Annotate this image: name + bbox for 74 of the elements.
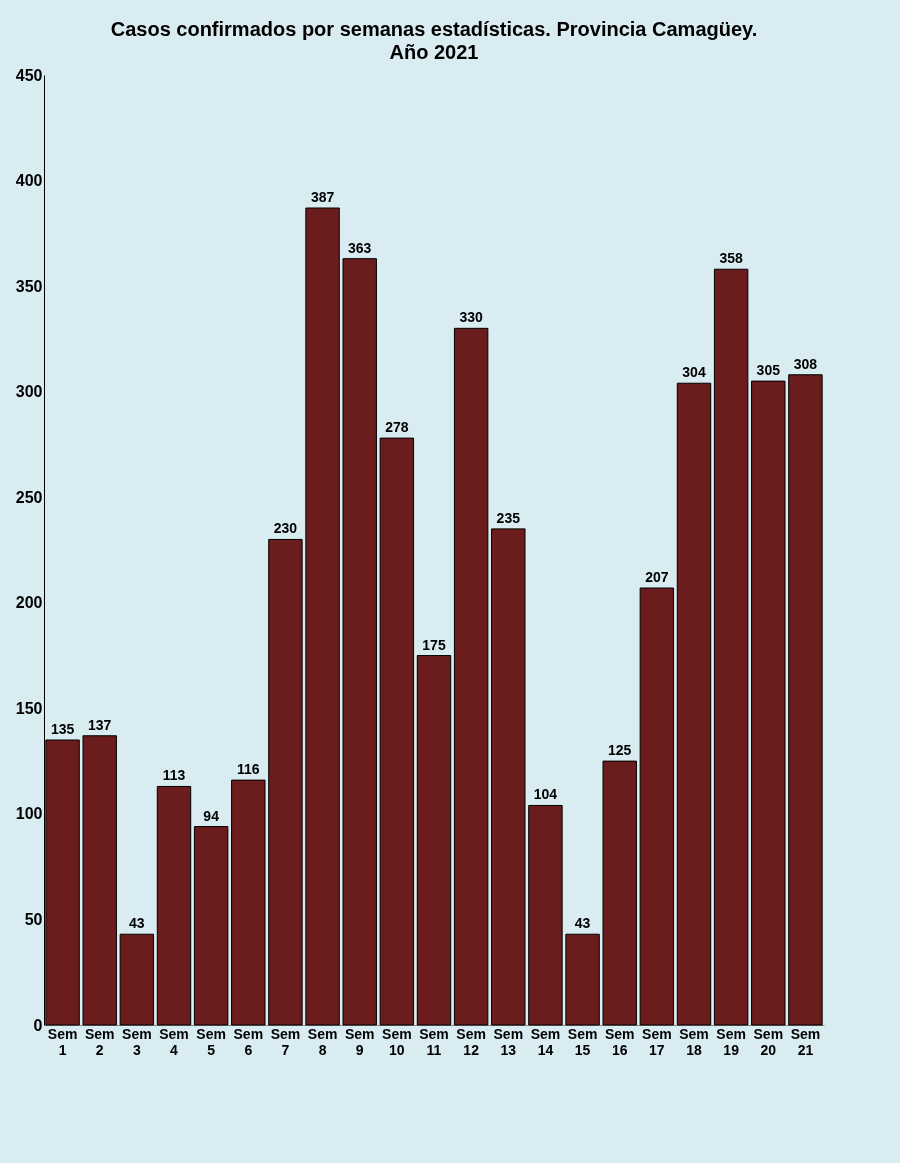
x-tick-label: Sem 15 bbox=[567, 1025, 598, 1058]
data-label: 116 bbox=[236, 761, 260, 778]
y-tick-label: 250 bbox=[15, 488, 43, 506]
y-tick-label: 0 bbox=[33, 1016, 43, 1034]
y-tick-label: 200 bbox=[15, 594, 43, 612]
data-label: 113 bbox=[162, 767, 186, 784]
data-label: 94 bbox=[203, 807, 220, 824]
x-tick-label: Sem 16 bbox=[604, 1025, 635, 1058]
x-tick-label: Sem 8 bbox=[307, 1025, 338, 1058]
y-tick-label: 400 bbox=[15, 172, 43, 190]
bar bbox=[639, 587, 675, 1026]
bar bbox=[416, 655, 452, 1026]
data-label: 230 bbox=[273, 520, 298, 537]
x-tick-label: Sem 11 bbox=[419, 1025, 449, 1058]
data-label: 104 bbox=[533, 786, 558, 803]
bar bbox=[676, 382, 712, 1026]
data-label: 305 bbox=[756, 362, 781, 379]
bar bbox=[231, 779, 266, 1026]
bar bbox=[193, 826, 229, 1026]
x-tick-label: Sem 18 bbox=[679, 1025, 709, 1058]
bar bbox=[82, 735, 117, 1026]
x-tick-label: Sem 19 bbox=[716, 1025, 746, 1058]
x-tick-label: Sem 21 bbox=[790, 1025, 821, 1058]
data-label: 137 bbox=[88, 716, 112, 733]
bar bbox=[342, 258, 377, 1026]
data-label: 125 bbox=[608, 742, 632, 759]
y-tick-label: 50 bbox=[24, 910, 43, 928]
bar bbox=[491, 528, 526, 1026]
x-tick-label: Sem 7 bbox=[270, 1025, 301, 1058]
y-tick-label: 150 bbox=[15, 699, 43, 717]
data-label: 235 bbox=[496, 509, 521, 526]
x-tick-label: Sem 10 bbox=[382, 1025, 412, 1058]
x-tick-label: Sem 2 bbox=[84, 1025, 115, 1058]
bar bbox=[119, 933, 155, 1026]
x-tick-label: Sem 17 bbox=[642, 1025, 672, 1058]
y-tick-label: 100 bbox=[15, 805, 43, 823]
data-label: 330 bbox=[459, 309, 484, 326]
y-tick-label: 450 bbox=[15, 66, 43, 84]
bar bbox=[453, 327, 489, 1026]
x-tick-label: Sem 4 bbox=[159, 1025, 189, 1058]
x-tick-label: Sem 13 bbox=[493, 1025, 524, 1058]
data-label: 278 bbox=[385, 419, 409, 436]
x-tick-label: Sem 1 bbox=[47, 1025, 78, 1058]
x-tick-label: Sem 5 bbox=[196, 1025, 226, 1058]
bar bbox=[528, 804, 563, 1026]
data-label: 387 bbox=[310, 189, 335, 205]
data-label: 308 bbox=[793, 355, 818, 372]
x-tick-label: Sem 9 bbox=[344, 1025, 375, 1058]
chart-subtitle: Año 2021 bbox=[389, 41, 479, 63]
data-label: 207 bbox=[645, 569, 669, 585]
x-tick-label: Sem 3 bbox=[122, 1025, 152, 1058]
bar bbox=[751, 380, 786, 1026]
x-tick-label: Sem 20 bbox=[753, 1025, 784, 1058]
x-tick-label: Sem 6 bbox=[233, 1025, 264, 1058]
bar bbox=[565, 933, 600, 1026]
data-label: 135 bbox=[50, 721, 75, 737]
y-tick-label: 300 bbox=[15, 383, 43, 401]
chart-title: Casos confirmados por semanas estadísticas. Provincia Camagüey. bbox=[110, 18, 758, 40]
bar bbox=[788, 374, 823, 1026]
bar bbox=[156, 785, 192, 1026]
x-tick-label: Sem 12 bbox=[456, 1025, 486, 1058]
data-label: 175 bbox=[422, 636, 446, 653]
x-tick-label: Sem 14 bbox=[530, 1025, 561, 1058]
bar bbox=[713, 268, 749, 1026]
data-label: 43 bbox=[574, 915, 591, 932]
bar bbox=[602, 760, 637, 1026]
data-label: 304 bbox=[682, 364, 706, 381]
data-label: 363 bbox=[348, 239, 372, 256]
data-label: 43 bbox=[129, 915, 145, 932]
bar bbox=[305, 207, 340, 1026]
y-tick-label: 350 bbox=[15, 277, 43, 295]
data-label: 358 bbox=[719, 250, 744, 267]
bar bbox=[268, 538, 303, 1026]
bar bbox=[379, 437, 415, 1026]
